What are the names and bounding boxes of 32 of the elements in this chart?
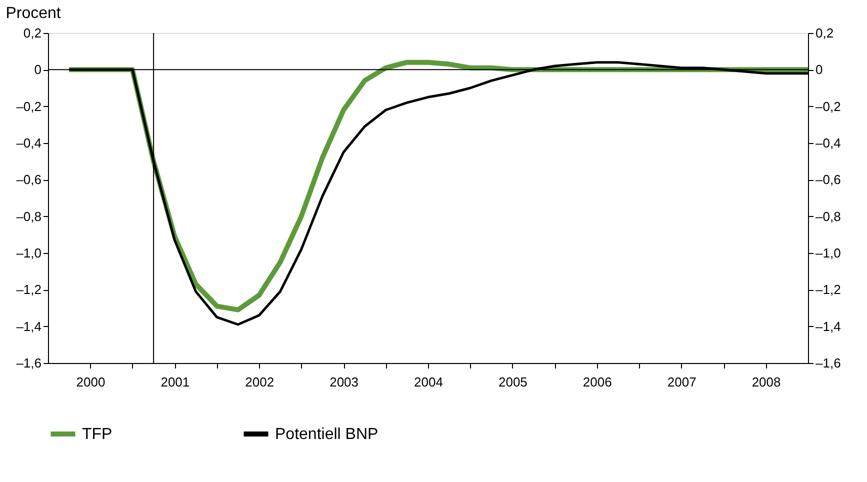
x-tick-label: 2000 <box>76 374 106 390</box>
y-tick-label: –0,2 <box>16 98 42 114</box>
y-tick-label: –1,6 <box>16 356 42 370</box>
y2-tick-label: –0,6 <box>816 172 841 188</box>
y-tick-label: –0,8 <box>16 208 42 224</box>
y-axis-title: Procent <box>6 5 62 22</box>
x-tick-label: 2001 <box>160 374 190 390</box>
y2-tick-label: –0,4 <box>816 136 841 150</box>
x-tick-label: 2002 <box>245 374 274 390</box>
y2-tick-label: 0,2 <box>816 26 834 40</box>
y2-tick-label: –1,6 <box>816 356 841 370</box>
x-tick-label: 2008 <box>752 374 781 390</box>
legend-label: TFP <box>82 426 112 443</box>
y-tick-label: –0,4 <box>16 136 42 150</box>
y-tick-label: –1,4 <box>16 318 42 334</box>
x-tick-label: 2007 <box>667 374 696 390</box>
y2-tick-label: 0 <box>816 62 823 78</box>
x-tick-label: 2003 <box>330 374 359 390</box>
y-tick-label: 0,2 <box>23 26 42 40</box>
x-tick-label: 2004 <box>414 374 443 390</box>
y-tick-label: 0 <box>34 62 42 78</box>
x-tick-label: 2005 <box>498 374 528 390</box>
x-tick-label: 2006 <box>582 374 612 390</box>
y-tick-label: –0,6 <box>16 172 42 188</box>
y2-tick-label: –0,8 <box>816 208 841 224</box>
y-tick-label: –1,0 <box>16 246 42 260</box>
y2-tick-label: –1,4 <box>816 318 841 334</box>
y2-tick-label: –1,2 <box>816 282 841 298</box>
legend-label: Potentiell BNP <box>275 426 378 443</box>
y2-tick-label: –0,2 <box>816 98 841 114</box>
y-tick-label: –1,2 <box>16 282 42 298</box>
y2-tick-label: –1,0 <box>816 246 841 260</box>
